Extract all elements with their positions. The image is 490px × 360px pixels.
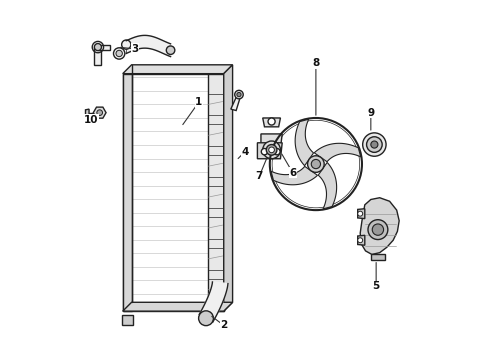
Polygon shape <box>360 198 399 255</box>
Polygon shape <box>125 41 126 54</box>
Text: 1: 1 <box>196 97 202 107</box>
Circle shape <box>261 148 268 155</box>
Polygon shape <box>122 74 224 311</box>
Circle shape <box>237 93 241 97</box>
Polygon shape <box>93 107 106 118</box>
Polygon shape <box>126 35 171 57</box>
Polygon shape <box>208 74 224 311</box>
Circle shape <box>114 48 125 59</box>
Circle shape <box>122 40 131 49</box>
Polygon shape <box>122 65 233 74</box>
Text: 5: 5 <box>372 281 380 291</box>
Text: 4: 4 <box>241 147 249 157</box>
Polygon shape <box>231 95 241 111</box>
Polygon shape <box>122 315 133 325</box>
Circle shape <box>266 145 277 155</box>
Polygon shape <box>199 282 228 322</box>
Polygon shape <box>318 162 337 209</box>
Polygon shape <box>98 45 110 50</box>
Circle shape <box>97 110 102 116</box>
Polygon shape <box>263 118 280 127</box>
Polygon shape <box>314 143 361 162</box>
Text: 2: 2 <box>220 320 227 330</box>
Circle shape <box>263 141 280 159</box>
Circle shape <box>198 311 214 326</box>
Text: 9: 9 <box>368 108 374 118</box>
Text: 7: 7 <box>255 171 263 181</box>
Circle shape <box>368 220 388 239</box>
Polygon shape <box>295 119 314 166</box>
Circle shape <box>367 137 382 152</box>
Circle shape <box>95 44 101 51</box>
Polygon shape <box>224 65 233 311</box>
Polygon shape <box>122 74 132 311</box>
Circle shape <box>311 159 320 168</box>
Circle shape <box>269 147 274 153</box>
Circle shape <box>116 50 122 57</box>
Circle shape <box>363 133 386 156</box>
Polygon shape <box>257 143 282 159</box>
Polygon shape <box>271 166 318 185</box>
Circle shape <box>272 120 360 208</box>
Text: 3: 3 <box>131 44 139 54</box>
Polygon shape <box>85 109 89 116</box>
Polygon shape <box>371 255 385 260</box>
Text: 10: 10 <box>84 115 98 125</box>
Circle shape <box>358 238 363 243</box>
Circle shape <box>308 156 324 172</box>
Polygon shape <box>261 134 282 148</box>
Text: 8: 8 <box>312 58 319 68</box>
Text: 6: 6 <box>289 168 296 178</box>
Circle shape <box>235 90 243 99</box>
Polygon shape <box>358 235 365 245</box>
Circle shape <box>371 141 378 148</box>
Polygon shape <box>95 47 101 65</box>
Polygon shape <box>358 209 365 219</box>
Circle shape <box>372 224 384 235</box>
Circle shape <box>358 211 363 216</box>
Polygon shape <box>122 302 233 311</box>
Circle shape <box>274 148 280 155</box>
Circle shape <box>166 46 175 54</box>
Circle shape <box>268 118 275 125</box>
